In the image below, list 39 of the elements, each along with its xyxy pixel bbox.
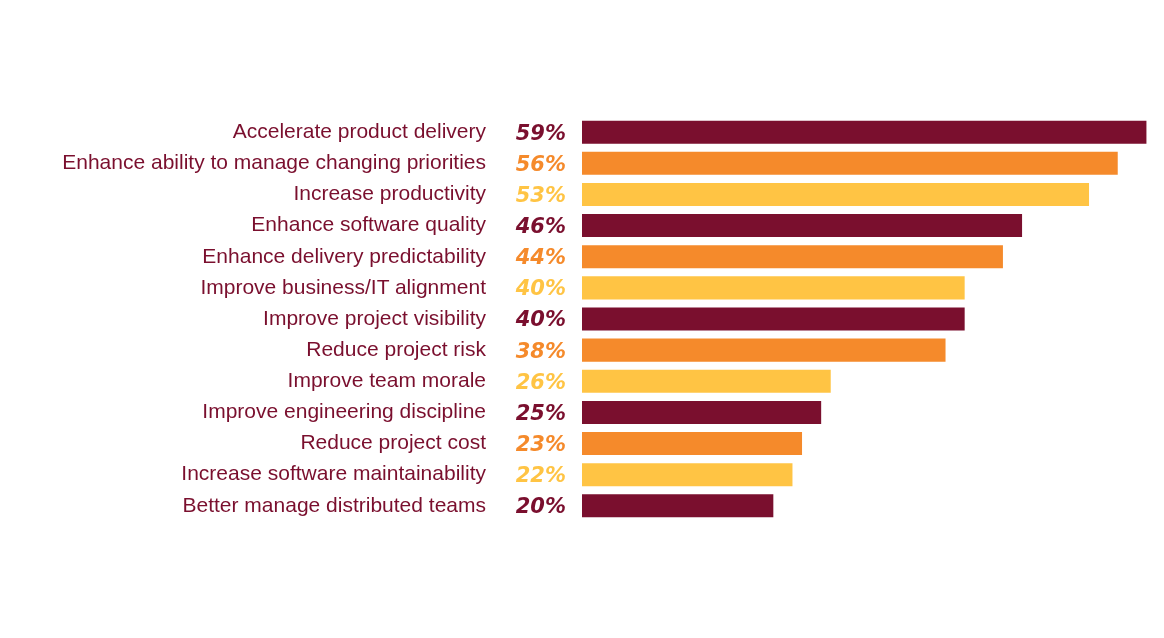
y-tick-label: Improve business/IT alignment [200,274,487,298]
data-label: 23% [515,432,566,457]
data-label: 56% [515,151,566,176]
data-label: 38% [515,338,566,363]
bar [582,307,965,331]
bar [582,245,1003,269]
y-tick-label: Improve team morale [287,368,486,392]
y-tick-label: Reduce project risk [306,336,487,360]
data-label: 44% [514,245,566,270]
bar [582,214,1023,238]
data-label: 40% [514,307,566,332]
data-label: 59% [515,120,566,145]
data-label: 26% [515,369,566,394]
bar [582,494,774,518]
data-label: 25% [515,400,566,425]
bar [582,400,822,424]
y-tick-label: Enhance software quality [251,212,487,236]
y-tick-label: Enhance delivery predictability [202,243,487,267]
data-label: 22% [515,463,566,488]
data-label: 20% [515,494,566,519]
data-label: 46% [514,214,566,239]
y-tick-label: Accelerate product delivery [232,118,487,142]
y-tick-label: Better manage distributed teams [182,492,486,516]
y-tick-label: Reduce project cost [300,430,487,454]
bar [582,276,965,300]
bar [582,463,793,487]
bar [582,338,946,362]
bar [582,151,1118,175]
bar [582,120,1147,144]
y-tick-label: Increase software maintainability [181,461,487,485]
bar [582,369,831,393]
bar [582,182,1090,206]
y-tick-label: Enhance ability to manage changing priorities [62,150,486,174]
data-label: 53% [515,182,566,207]
y-tick-label: Increase productivity [293,181,487,205]
y-tick-label: Improve project visibility [263,305,487,329]
data-label: 40% [514,276,566,301]
y-tick-label: Improve engineering discipline [202,399,486,423]
bar [582,432,803,456]
